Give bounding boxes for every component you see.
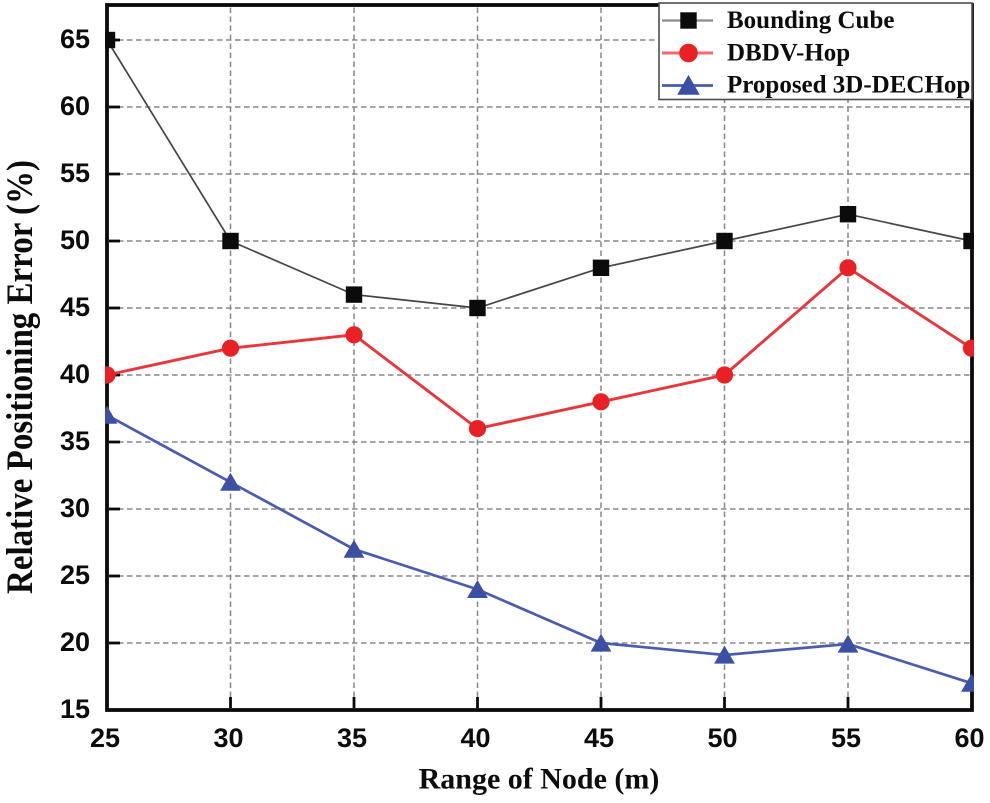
svg-text:20: 20 — [60, 627, 90, 657]
svg-text:50: 50 — [60, 225, 90, 255]
svg-text:45: 45 — [60, 292, 90, 322]
svg-text:Bounding Cube: Bounding Cube — [727, 7, 894, 34]
svg-text:Proposed 3D-DECHop: Proposed 3D-DECHop — [727, 72, 970, 99]
svg-text:Relative Positioning Error (%): Relative Positioning Error (%) — [0, 160, 40, 594]
svg-text:35: 35 — [337, 723, 367, 753]
svg-text:55: 55 — [60, 158, 90, 188]
svg-text:Range of Node (m): Range of Node (m) — [419, 763, 660, 796]
svg-text:DBDV-Hop: DBDV-Hop — [727, 39, 850, 66]
svg-text:60: 60 — [60, 91, 90, 121]
svg-text:60: 60 — [954, 723, 984, 753]
svg-text:30: 30 — [60, 493, 90, 523]
svg-text:30: 30 — [213, 723, 243, 753]
svg-text:45: 45 — [584, 723, 614, 753]
svg-text:25: 25 — [60, 560, 90, 590]
svg-text:55: 55 — [831, 723, 861, 753]
svg-text:65: 65 — [60, 24, 90, 54]
svg-text:40: 40 — [460, 723, 490, 753]
svg-text:40: 40 — [60, 359, 90, 389]
svg-text:25: 25 — [90, 723, 120, 753]
svg-text:50: 50 — [707, 723, 737, 753]
svg-text:35: 35 — [60, 426, 90, 456]
svg-text:15: 15 — [60, 694, 90, 724]
